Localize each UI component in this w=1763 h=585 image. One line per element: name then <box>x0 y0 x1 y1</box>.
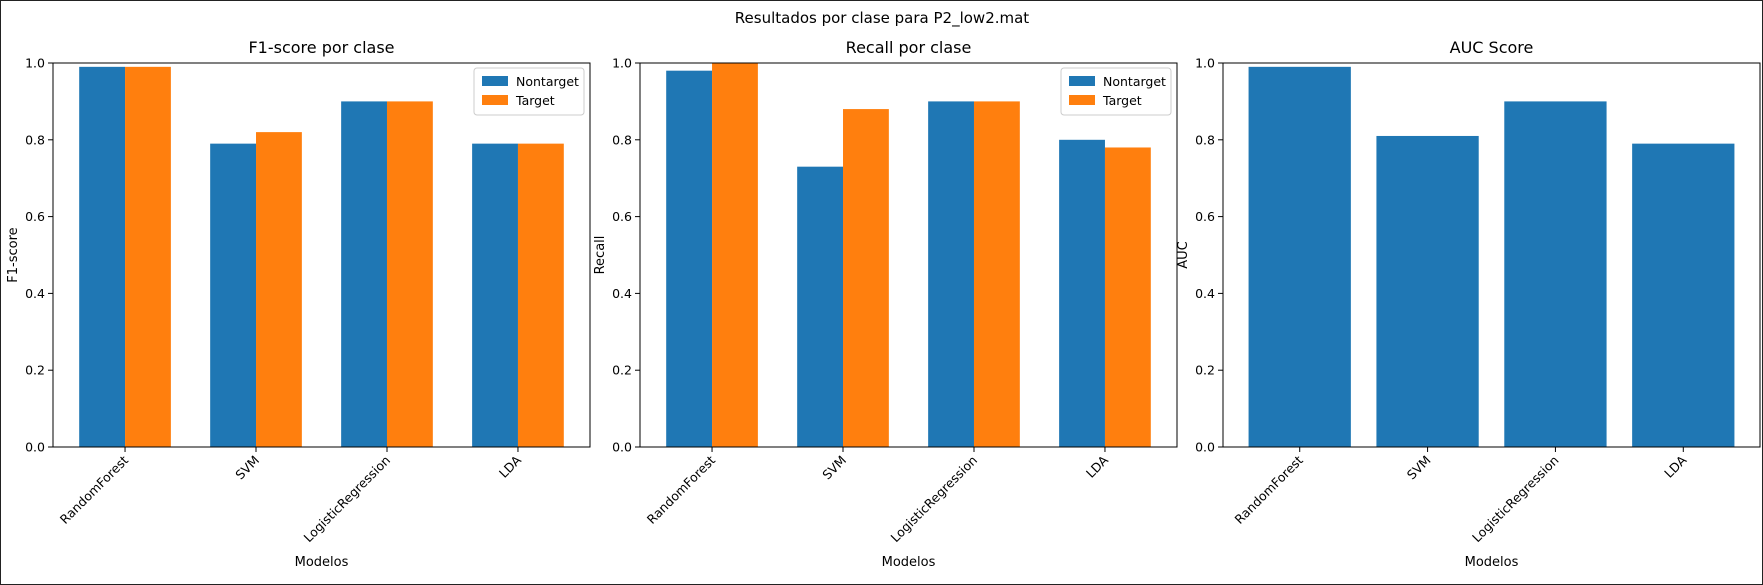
y-tick-label: 0.8 <box>25 132 45 147</box>
x-tick-label-svm: SVM <box>1404 453 1434 483</box>
bar-auc-svm <box>1376 135 1479 447</box>
y-axis-label: F1-score <box>6 227 21 282</box>
x-tick-label-randomforest: RandomForest <box>644 452 718 526</box>
y-tick-label: 0.6 <box>1195 209 1215 224</box>
y-tick-label: 0.2 <box>25 363 45 378</box>
x-tick-label-logisticregression: LogisticRegression <box>888 453 981 546</box>
x-tick-label-logisticregression: LogisticRegression <box>301 453 394 546</box>
bar-target-lda <box>517 143 564 447</box>
x-tick-label-randomforest: RandomForest <box>1232 452 1306 526</box>
chart-panel-1: 0.0 0.2 0.4 0.6 0.8 1.0 RandomForest SVM Logisti… <box>6 38 591 570</box>
bar-nontarget-svm <box>210 143 257 447</box>
bar-target-logisticregression <box>386 101 433 448</box>
figure-suptitle: Resultados por clase para P2_low2.mat <box>735 9 1030 28</box>
legend-label-target: Target <box>1102 93 1142 108</box>
bar-auc-logisticregression <box>1504 101 1607 448</box>
bar-target-logisticregression <box>973 101 1020 448</box>
bar-nontarget-svm <box>797 166 844 447</box>
x-tick-label-randomforest: RandomForest <box>57 452 131 526</box>
legend-swatch-nontarget <box>482 76 508 86</box>
x-axis-label: Modelos <box>295 555 349 570</box>
bar-nontarget-logisticregression <box>341 101 387 448</box>
legend-label-target: Target <box>515 93 555 108</box>
y-tick-label: 0.8 <box>1195 132 1215 147</box>
x-axis-label: Modelos <box>882 555 936 570</box>
x-tick-label-svm: SVM <box>232 453 262 483</box>
bar-nontarget-randomforest <box>79 66 126 447</box>
legend: Nontarget Target <box>473 67 585 116</box>
y-tick-label: 1.0 <box>612 56 632 71</box>
bar-target-randomforest <box>712 63 758 447</box>
y-tick-label: 0.6 <box>612 209 632 224</box>
y-axis-label: AUC <box>1176 241 1191 269</box>
x-tick-label-lda: LDA <box>496 452 525 481</box>
y-tick-label: 0.0 <box>25 440 45 455</box>
y-tick-label: 0.2 <box>612 363 632 378</box>
bar-target-randomforest <box>125 66 171 447</box>
bar-target-svm <box>256 132 302 447</box>
y-tick-label: 0.8 <box>612 132 632 147</box>
y-tick-label: 0.4 <box>1195 286 1215 301</box>
legend-swatch-target <box>482 95 508 105</box>
chart-panel-3: 0.0 0.2 0.4 0.6 0.8 1.0 RandomForest SVM Logisti… <box>1176 38 1761 570</box>
legend-swatch-nontarget <box>1069 76 1095 86</box>
y-tick-label: 1.0 <box>1195 56 1215 71</box>
legend-label-nontarget: Nontarget <box>516 74 579 89</box>
chart-title: AUC Score <box>1450 38 1534 57</box>
legend-label-nontarget: Nontarget <box>1103 74 1166 89</box>
x-tick-label-lda: LDA <box>1661 452 1690 481</box>
y-tick-label: 0.2 <box>1195 363 1215 378</box>
bar-auc-lda <box>1632 143 1735 447</box>
bar-nontarget-lda <box>472 143 518 447</box>
charts-group: 0.0 0.2 0.4 0.6 0.8 1.0 RandomForest SVM Logisti… <box>6 38 1761 570</box>
bar-target-lda <box>1104 147 1151 448</box>
y-tick-label: 0.0 <box>1195 440 1215 455</box>
y-tick-label: 0.6 <box>25 209 45 224</box>
axes-frame <box>1222 62 1761 448</box>
bar-nontarget-randomforest <box>666 70 713 448</box>
bar-target-svm <box>843 109 889 447</box>
bar-auc-randomforest <box>1248 66 1351 447</box>
axes-frame <box>639 62 1178 448</box>
y-tick-label: 0.4 <box>612 286 632 301</box>
axes-frame <box>52 62 591 448</box>
y-tick-label: 1.0 <box>25 56 45 71</box>
bar-nontarget-logisticregression <box>928 101 974 448</box>
chart-title: Recall por clase <box>846 38 972 57</box>
chart-title: F1-score por clase <box>248 38 394 57</box>
x-tick-label-lda: LDA <box>1083 452 1112 481</box>
x-tick-label-logisticregression: LogisticRegression <box>1469 453 1562 546</box>
legend: Nontarget Target <box>1060 67 1172 116</box>
y-axis-label: Recall <box>593 236 608 275</box>
legend-swatch-target <box>1069 95 1095 105</box>
y-tick-label: 0.4 <box>25 286 45 301</box>
chart-panel-2: 0.0 0.2 0.4 0.6 0.8 1.0 RandomForest SVM Logisti… <box>593 38 1178 570</box>
x-axis-label: Modelos <box>1465 555 1519 570</box>
x-tick-label-svm: SVM <box>819 453 849 483</box>
y-tick-label: 0.0 <box>612 440 632 455</box>
bar-nontarget-lda <box>1059 139 1105 448</box>
